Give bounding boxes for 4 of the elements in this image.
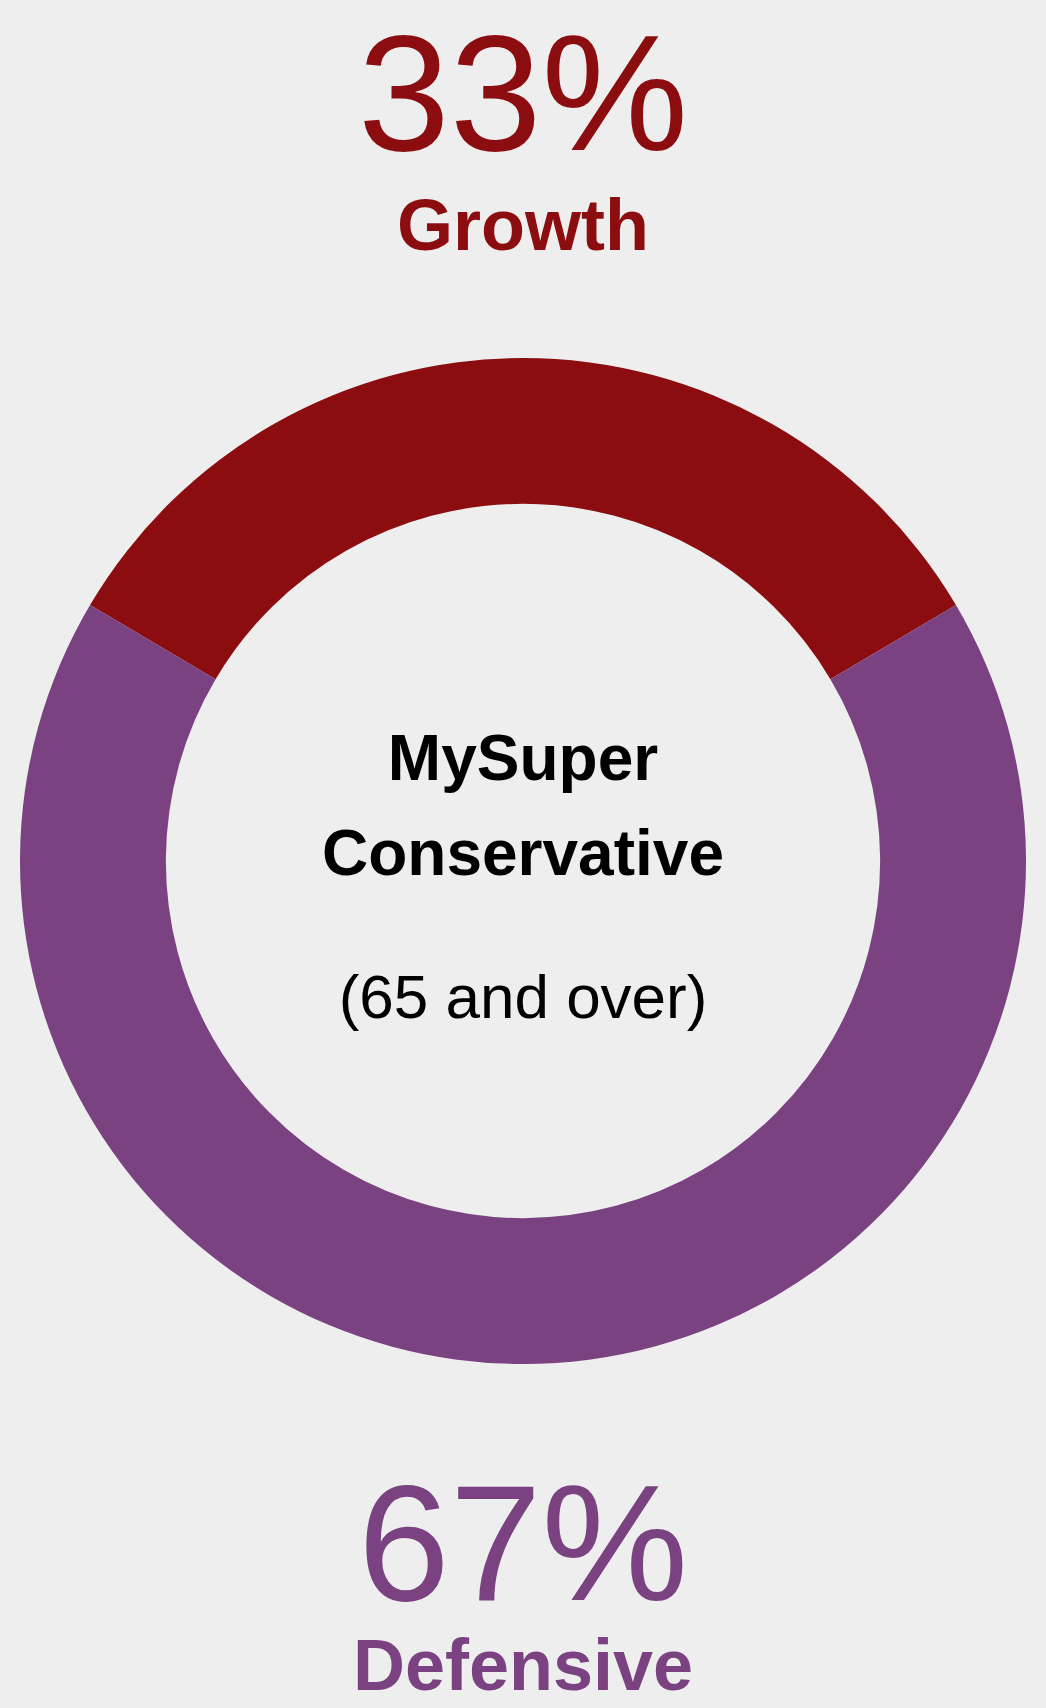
text: MySuper Conservative: [322, 722, 724, 889]
slice-label: Growth: [397, 185, 649, 265]
data-label: 33%: [357, 1, 689, 185]
text: (65 and over): [338, 962, 708, 1031]
